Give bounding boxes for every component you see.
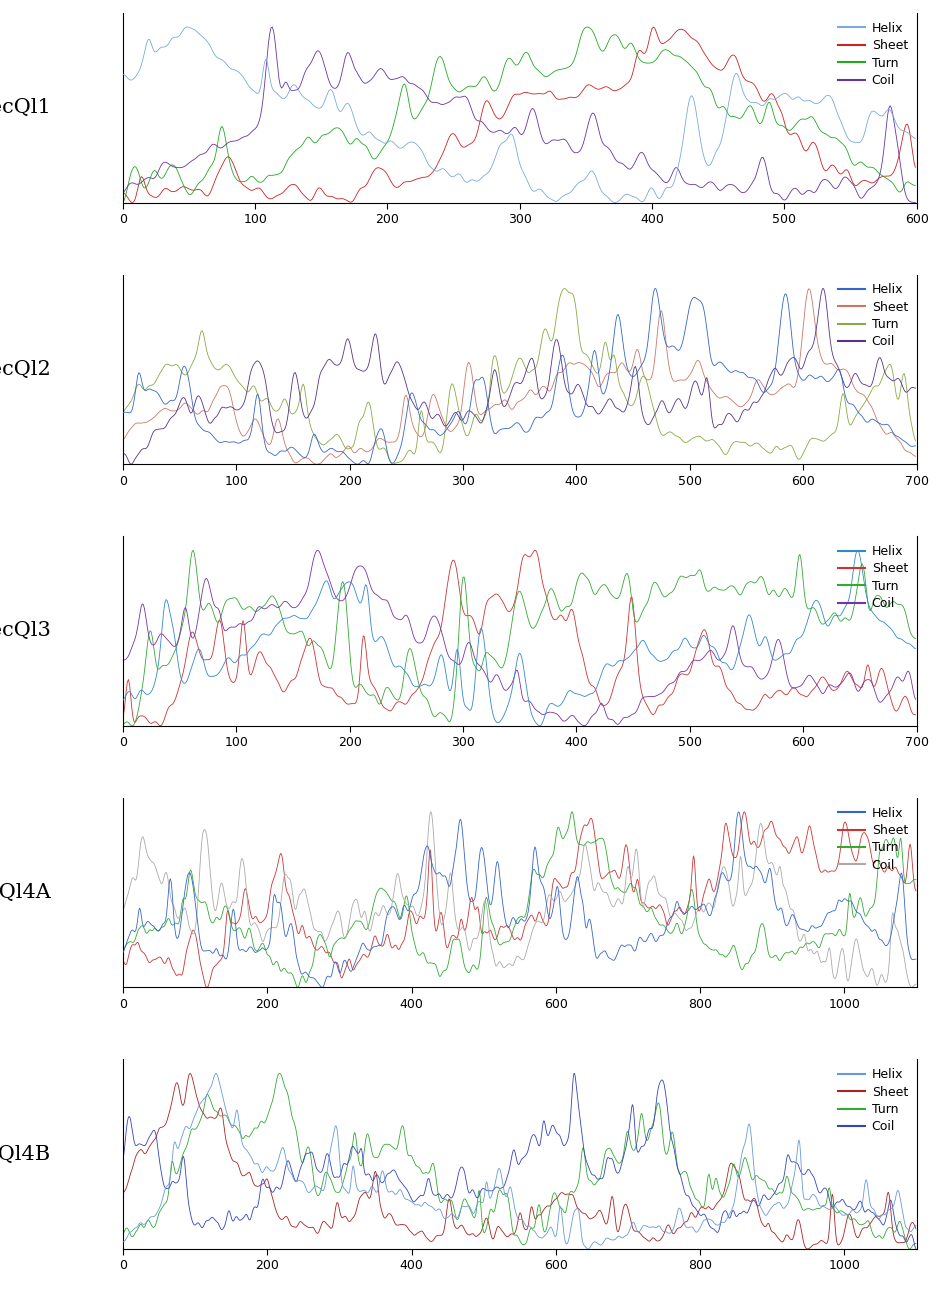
- Legend: Helix, Sheet, Turn, Coil: Helix, Sheet, Turn, Coil: [832, 1063, 912, 1138]
- Legend: Helix, Sheet, Turn, Coil: Helix, Sheet, Turn, Coil: [832, 278, 912, 354]
- Legend: Helix, Sheet, Turn, Coil: Helix, Sheet, Turn, Coil: [832, 801, 912, 877]
- Text: RecQl3: RecQl3: [0, 622, 51, 640]
- Text: RecQl1: RecQl1: [0, 99, 51, 117]
- Legend: Helix, Sheet, Turn, Coil: Helix, Sheet, Turn, Coil: [832, 540, 912, 615]
- Text: RecQl4A: RecQl4A: [0, 883, 51, 902]
- Text: RecQl4B: RecQl4B: [0, 1145, 51, 1163]
- Text: RecQl2: RecQl2: [0, 360, 51, 379]
- Legend: Helix, Sheet, Turn, Coil: Helix, Sheet, Turn, Coil: [832, 17, 912, 92]
